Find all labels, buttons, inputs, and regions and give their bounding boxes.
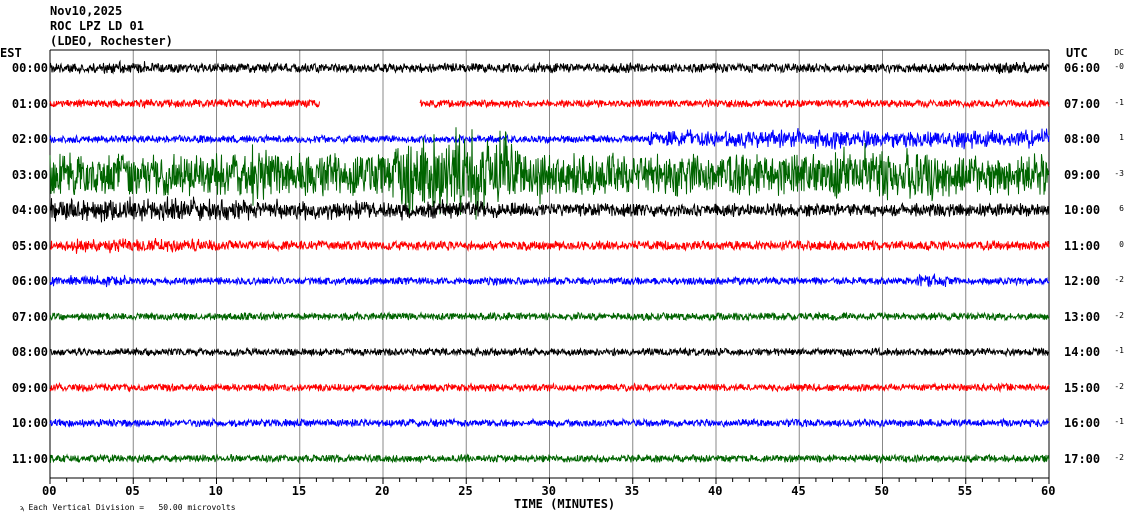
est-hour-label: 08:00 — [11, 345, 48, 359]
utc-hour-label: 14:00 — [1064, 345, 1101, 359]
seismic-trace — [419, 98, 1050, 109]
est-hour-label: 03:00 — [11, 167, 48, 182]
x-tick-label: 55 — [957, 484, 973, 498]
est-hour-label: 00:00 — [11, 61, 48, 75]
dc-offset-label: 6 — [1119, 204, 1124, 213]
x-tick-label: 10 — [208, 484, 223, 498]
x-tick-label: 30 — [541, 484, 556, 498]
utc-hour-label: 07:00 — [1064, 96, 1101, 111]
est-hour-label: 05:00 — [11, 238, 48, 253]
utc-hour-label: 08:00 — [1064, 132, 1101, 146]
x-axis-label: TIME (MINUTES) — [514, 497, 616, 511]
est-hour-label: 09:00 — [11, 380, 48, 395]
utc-hour-label: 16:00 — [1064, 416, 1101, 430]
x-tick-label: 35 — [624, 484, 640, 498]
x-tick-label: 50 — [874, 484, 889, 498]
x-tick-label: 45 — [791, 484, 806, 498]
right-timezone: UTC — [1066, 46, 1088, 60]
utc-hour-label: 10:00 — [1064, 203, 1101, 217]
seismic-trace — [49, 98, 320, 109]
footer-scale: ϡ Each Vertical Division = 50.00 microvo… — [20, 503, 236, 513]
est-hour-label: 10:00 — [11, 416, 48, 430]
dc-offset-label: -1 — [1114, 97, 1124, 107]
date-label: Nov10,2025 — [50, 4, 123, 18]
seismic-trace — [49, 128, 1050, 150]
est-hour-label: 01:00 — [11, 96, 48, 111]
dc-offset-label: -1 — [1114, 417, 1124, 426]
utc-hour-label: 13:00 — [1064, 309, 1101, 324]
network-label: (LDEO, Rochester) — [50, 34, 173, 48]
dc-offset-label: -2 — [1114, 452, 1124, 462]
seismic-trace — [49, 310, 1050, 322]
seismic-trace — [49, 346, 1050, 358]
est-hour-label: 11:00 — [11, 451, 48, 466]
est-hour-label: 02:00 — [11, 132, 48, 146]
x-tick-label: 15 — [291, 484, 307, 498]
est-hour-label: 06:00 — [11, 274, 48, 288]
seismic-trace — [49, 453, 1050, 464]
seismic-trace — [49, 417, 1050, 429]
dc-offset-label: 0 — [1119, 239, 1124, 249]
dc-offset-label: -2 — [1114, 381, 1124, 391]
dc-offset-label: -3 — [1114, 168, 1124, 178]
seismic-trace — [49, 272, 1050, 288]
dc-offset-label: -2 — [1114, 275, 1124, 284]
seismo-icon: ϡ — [20, 504, 29, 512]
left-timezone: EST — [0, 46, 22, 60]
station-label: ROC LPZ LD 01 — [50, 19, 144, 33]
x-tick-label: 00 — [42, 484, 57, 498]
x-tick-label: 05 — [125, 484, 140, 498]
seismic-trace — [49, 381, 1050, 394]
dc-offset-label: -2 — [1114, 310, 1124, 320]
seismic-trace — [49, 59, 1050, 75]
utc-hour-label: 12:00 — [1064, 274, 1101, 288]
dc-offset-label: -1 — [1114, 346, 1124, 355]
x-tick-label: 20 — [375, 484, 390, 498]
utc-hour-label: 06:00 — [1064, 61, 1101, 75]
dc-header: DC — [1114, 48, 1124, 57]
scale-text: Each Vertical Division = 50.00 microvolt… — [28, 503, 236, 512]
utc-hour-label: 11:00 — [1064, 238, 1101, 253]
seismic-trace — [49, 127, 1050, 220]
dc-offset-label: -0 — [1114, 62, 1124, 71]
utc-hour-label: 15:00 — [1064, 380, 1101, 395]
x-tick-label: 40 — [708, 484, 723, 498]
est-hour-label: 04:00 — [11, 203, 48, 217]
dc-offset-label: 1 — [1119, 133, 1124, 142]
seismic-trace — [49, 237, 1050, 254]
utc-hour-label: 17:00 — [1064, 451, 1101, 466]
x-tick-label: 60 — [1041, 484, 1056, 498]
est-hour-label: 07:00 — [11, 309, 48, 324]
utc-hour-label: 09:00 — [1064, 167, 1101, 182]
seismic-trace — [49, 196, 1050, 223]
x-tick-label: 25 — [458, 484, 473, 498]
